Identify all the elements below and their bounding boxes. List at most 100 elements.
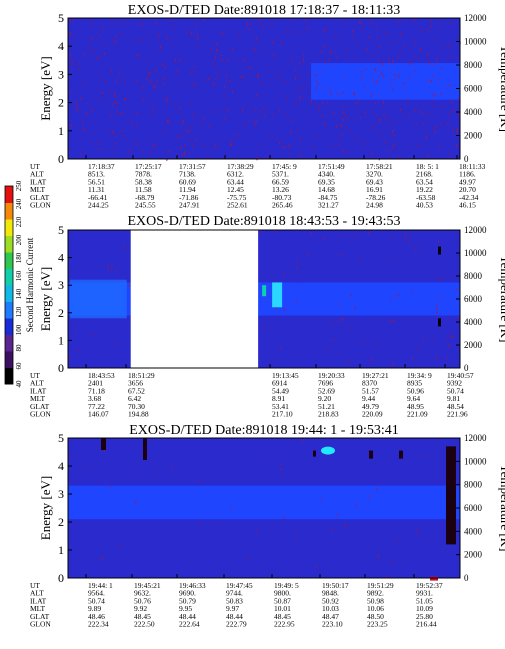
noise-speck (150, 151, 152, 154)
table-cell: 3.68 (88, 394, 101, 403)
row-label: GLAT (30, 402, 50, 411)
noise-speck (442, 46, 444, 49)
noise-speck (314, 102, 316, 104)
intensity-band (68, 485, 460, 520)
chart-title: EXOS-D/TED Date:891018 17:18:37 - 18:11:… (128, 3, 400, 18)
noise-speck (322, 103, 324, 105)
noise-speck (174, 104, 176, 106)
noise-speck (394, 295, 396, 298)
colorbar-frame (4, 185, 14, 385)
noise-speck (216, 49, 218, 52)
row-label: GLON (30, 201, 51, 210)
noise-speck (426, 79, 428, 81)
noise-speck (221, 59, 223, 62)
noise-speck (386, 127, 388, 129)
noise-speck (447, 121, 449, 125)
chart-title: EXOS-D/TED Date:891018 19:44: 1 - 19:53:… (129, 423, 398, 438)
noise-speck (402, 87, 404, 90)
noise-speck (280, 40, 282, 43)
noise-speck (181, 123, 183, 125)
noise-speck (257, 147, 259, 149)
noise-speck (436, 40, 438, 42)
noise-speck (308, 74, 310, 76)
noise-speck (198, 523, 200, 525)
table-cell: 48.44 (179, 612, 196, 621)
noise-speck (102, 92, 104, 94)
noise-speck (363, 86, 365, 89)
noise-speck (374, 67, 376, 71)
table-cell: 265.46 (272, 201, 293, 210)
noise-speck (148, 73, 150, 77)
noise-speck (377, 36, 379, 39)
table-cell: 20.70 (459, 185, 476, 194)
noise-speck (331, 322, 333, 324)
noise-speck (360, 21, 362, 24)
noise-speck (100, 92, 102, 94)
panel-2: EXOS-D/TED Date:891018 18:43:53 - 19:43:… (30, 214, 505, 419)
noise-speck (427, 28, 429, 31)
noise-speck (220, 54, 222, 56)
table-cell: 19:34: 9 (407, 371, 432, 380)
ytick-label: 1 (58, 543, 64, 557)
noise-speck (182, 154, 184, 157)
table-cell: 48.95 (407, 402, 424, 411)
noise-speck (400, 107, 402, 111)
noise-speck (386, 32, 388, 36)
table-cell: 220.09 (362, 410, 383, 419)
noise-speck (167, 119, 169, 122)
noise-speck (441, 278, 443, 280)
noise-speck (448, 153, 450, 156)
noise-speck (448, 315, 450, 317)
noise-speck (376, 80, 378, 83)
noise-speck (342, 317, 344, 321)
noise-speck (335, 36, 337, 39)
noise-speck (399, 49, 401, 52)
noise-speck (229, 143, 231, 147)
noise-speck (135, 142, 137, 145)
noise-speck (183, 119, 185, 123)
table-cell: 19:20:33 (318, 371, 345, 380)
colorbar-segment (5, 334, 13, 352)
noise-speck (375, 487, 377, 491)
noise-speck (170, 20, 172, 22)
noise-speck (267, 157, 269, 159)
y2-axis-label: Temperature [K] (498, 465, 505, 552)
noise-speck (329, 52, 331, 55)
noise-speck (341, 117, 343, 119)
noise-speck (190, 31, 192, 35)
noise-speck (215, 52, 217, 55)
noise-speck (301, 86, 303, 89)
orbit-table: UT 18:43:53 18:51:29 19:13:45 19:20:33 19:27:… (30, 371, 474, 419)
noise-speck (92, 49, 94, 53)
noise-speck (179, 106, 181, 110)
row-label: ILAT (30, 177, 47, 186)
noise-speck (285, 98, 287, 100)
noise-speck (115, 19, 117, 22)
noise-speck (381, 133, 383, 136)
noise-speck (163, 66, 165, 69)
table-cell: 71.18 (88, 386, 105, 395)
noise-speck (284, 112, 286, 115)
noise-speck (409, 77, 411, 79)
noise-speck (121, 22, 123, 25)
noise-speck (392, 363, 394, 366)
noise-speck (342, 119, 344, 121)
noise-speck (82, 128, 84, 130)
y2tick-label: 8000 (464, 480, 483, 490)
dark-speck (399, 450, 403, 459)
table-cell: 222.34 (88, 620, 109, 629)
noise-speck (401, 20, 403, 22)
table-cell: 66.59 (272, 177, 289, 186)
row-label: UT (30, 371, 40, 380)
noise-speck (226, 80, 228, 82)
noise-speck (291, 20, 293, 22)
dark-speck (438, 246, 441, 255)
noise-speck (369, 22, 371, 24)
table-cell: 218.83 (318, 410, 339, 419)
noise-speck (108, 268, 110, 271)
noise-speck (360, 116, 362, 119)
noise-speck (375, 102, 377, 105)
table-cell: 194.88 (128, 410, 149, 419)
y2tick-label: 0 (464, 363, 469, 373)
noise-speck (438, 23, 440, 25)
